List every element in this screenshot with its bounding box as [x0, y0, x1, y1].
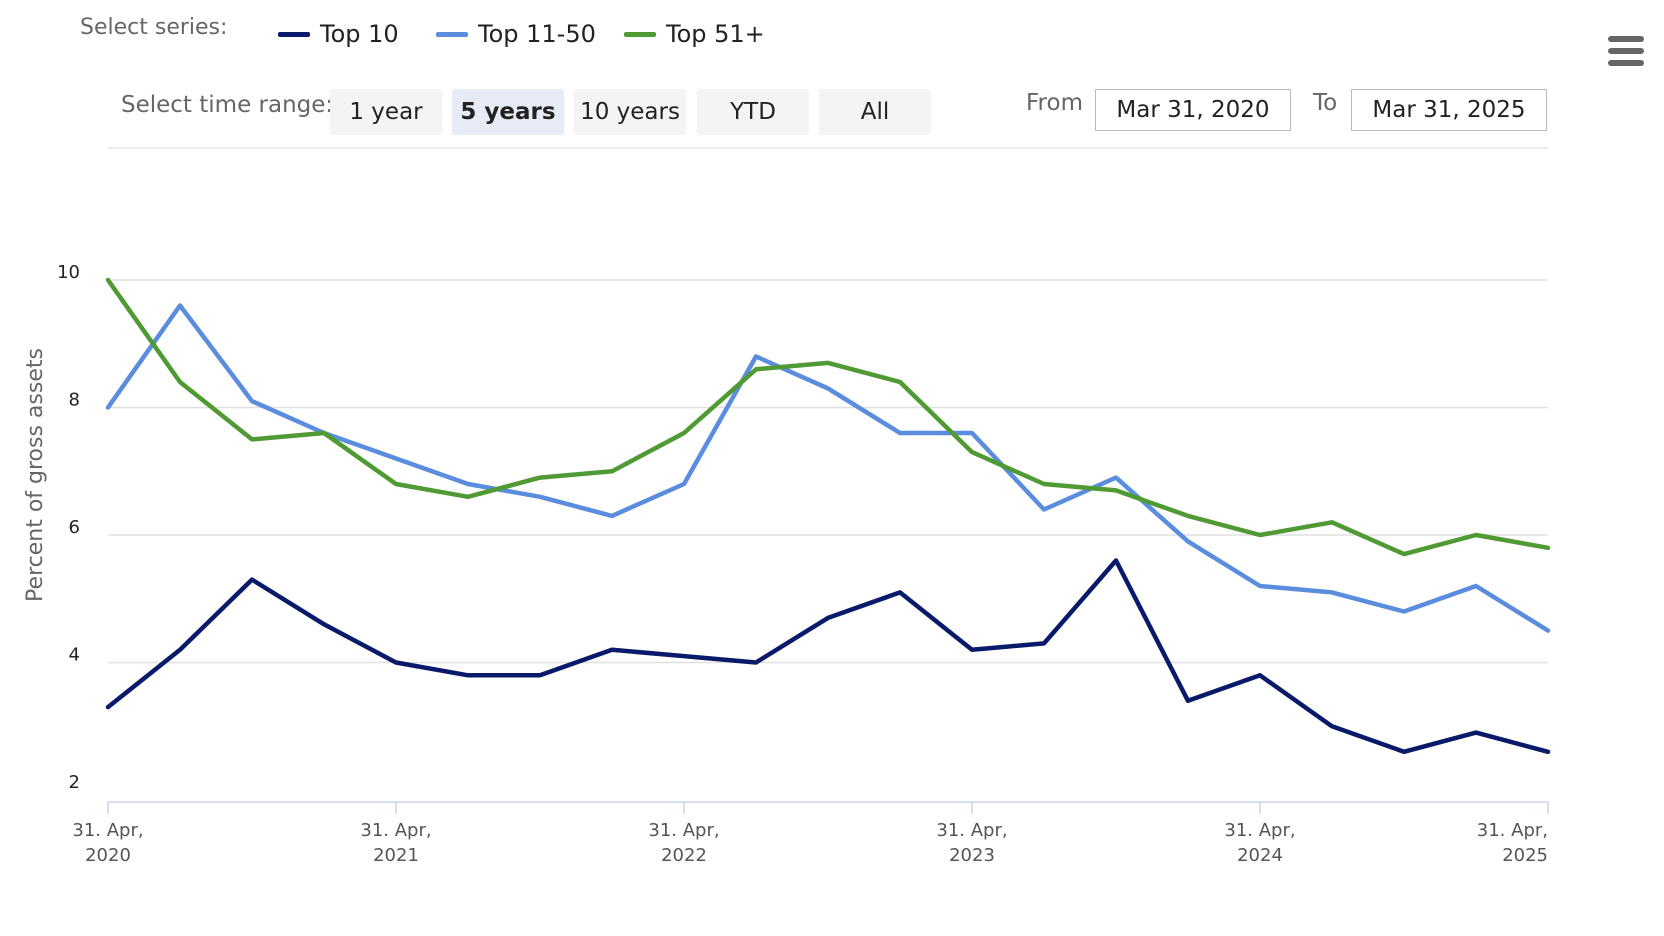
legend-label-top-10: Top 10 — [320, 20, 399, 48]
range-button-10-years[interactable]: 10 years — [574, 89, 686, 135]
x-tick-label: 31. Apr, — [936, 820, 1007, 841]
from-date-input[interactable] — [1095, 89, 1291, 131]
menu-bar — [1608, 60, 1644, 66]
y-tick-label: 4 — [69, 645, 80, 666]
legend-item-top-51-plus[interactable]: Top 51+ — [624, 16, 765, 52]
range-button-5-years[interactable]: 5 years — [452, 89, 564, 135]
y-axis-ticks: 2 4 6 8 10 — [57, 262, 80, 793]
legend-item-top-11-50[interactable]: Top 11-50 — [436, 16, 596, 52]
range-button-ytd[interactable]: YTD — [697, 89, 809, 135]
legend-label-top-51-plus: Top 51+ — [666, 20, 765, 48]
legend-swatch-top-11-50 — [436, 31, 468, 37]
x-tick-label: 31. Apr, — [72, 820, 143, 841]
range-selector-label: Select time range: — [121, 92, 334, 118]
range-button-all[interactable]: All — [819, 89, 931, 135]
series-lines — [105, 277, 1551, 755]
x-tick-label: 2020 — [85, 845, 131, 866]
x-tick-label: 2022 — [661, 845, 707, 866]
menu-bar — [1608, 48, 1644, 54]
grid-lines — [108, 279, 1548, 664]
y-tick-label: 2 — [69, 772, 80, 793]
from-label: From — [1026, 90, 1083, 116]
x-tick-label: 31. Apr, — [1477, 820, 1548, 841]
legend-title: Select series: — [80, 15, 228, 40]
series-line-top-51[interactable] — [105, 277, 1551, 557]
menu-icon[interactable] — [1608, 36, 1644, 66]
x-tick-label: 31. Apr, — [648, 820, 719, 841]
legend-swatch-top-10 — [278, 31, 310, 37]
legend-label-top-11-50: Top 11-50 — [478, 20, 596, 48]
x-axis: 31. Apr, 2020 31. Apr, 2021 31. Apr, 2022 31. … — [72, 801, 1549, 866]
x-tick-label: 2025 — [1502, 845, 1548, 866]
x-tick-label: 2021 — [373, 845, 419, 866]
y-tick-label: 6 — [69, 517, 80, 538]
series-line-top-11-50[interactable] — [105, 303, 1551, 633]
y-tick-label: 8 — [69, 390, 80, 411]
y-tick-label: 10 — [57, 262, 80, 283]
to-date-input[interactable] — [1351, 89, 1547, 131]
y-axis-title: Percent of gross assets — [23, 348, 48, 602]
series-line-top-10[interactable] — [105, 558, 1551, 755]
range-button-1-year[interactable]: 1 year — [330, 89, 442, 135]
x-tick-label: 31. Apr, — [1224, 820, 1295, 841]
x-tick-label: 2024 — [1237, 845, 1283, 866]
legend-item-top-10[interactable]: Top 10 — [278, 16, 399, 52]
x-tick-label: 31. Apr, — [360, 820, 431, 841]
x-tick-label: 2023 — [949, 845, 995, 866]
menu-bar — [1608, 36, 1644, 42]
legend-swatch-top-51-plus — [624, 31, 656, 37]
to-label: To — [1313, 90, 1338, 116]
